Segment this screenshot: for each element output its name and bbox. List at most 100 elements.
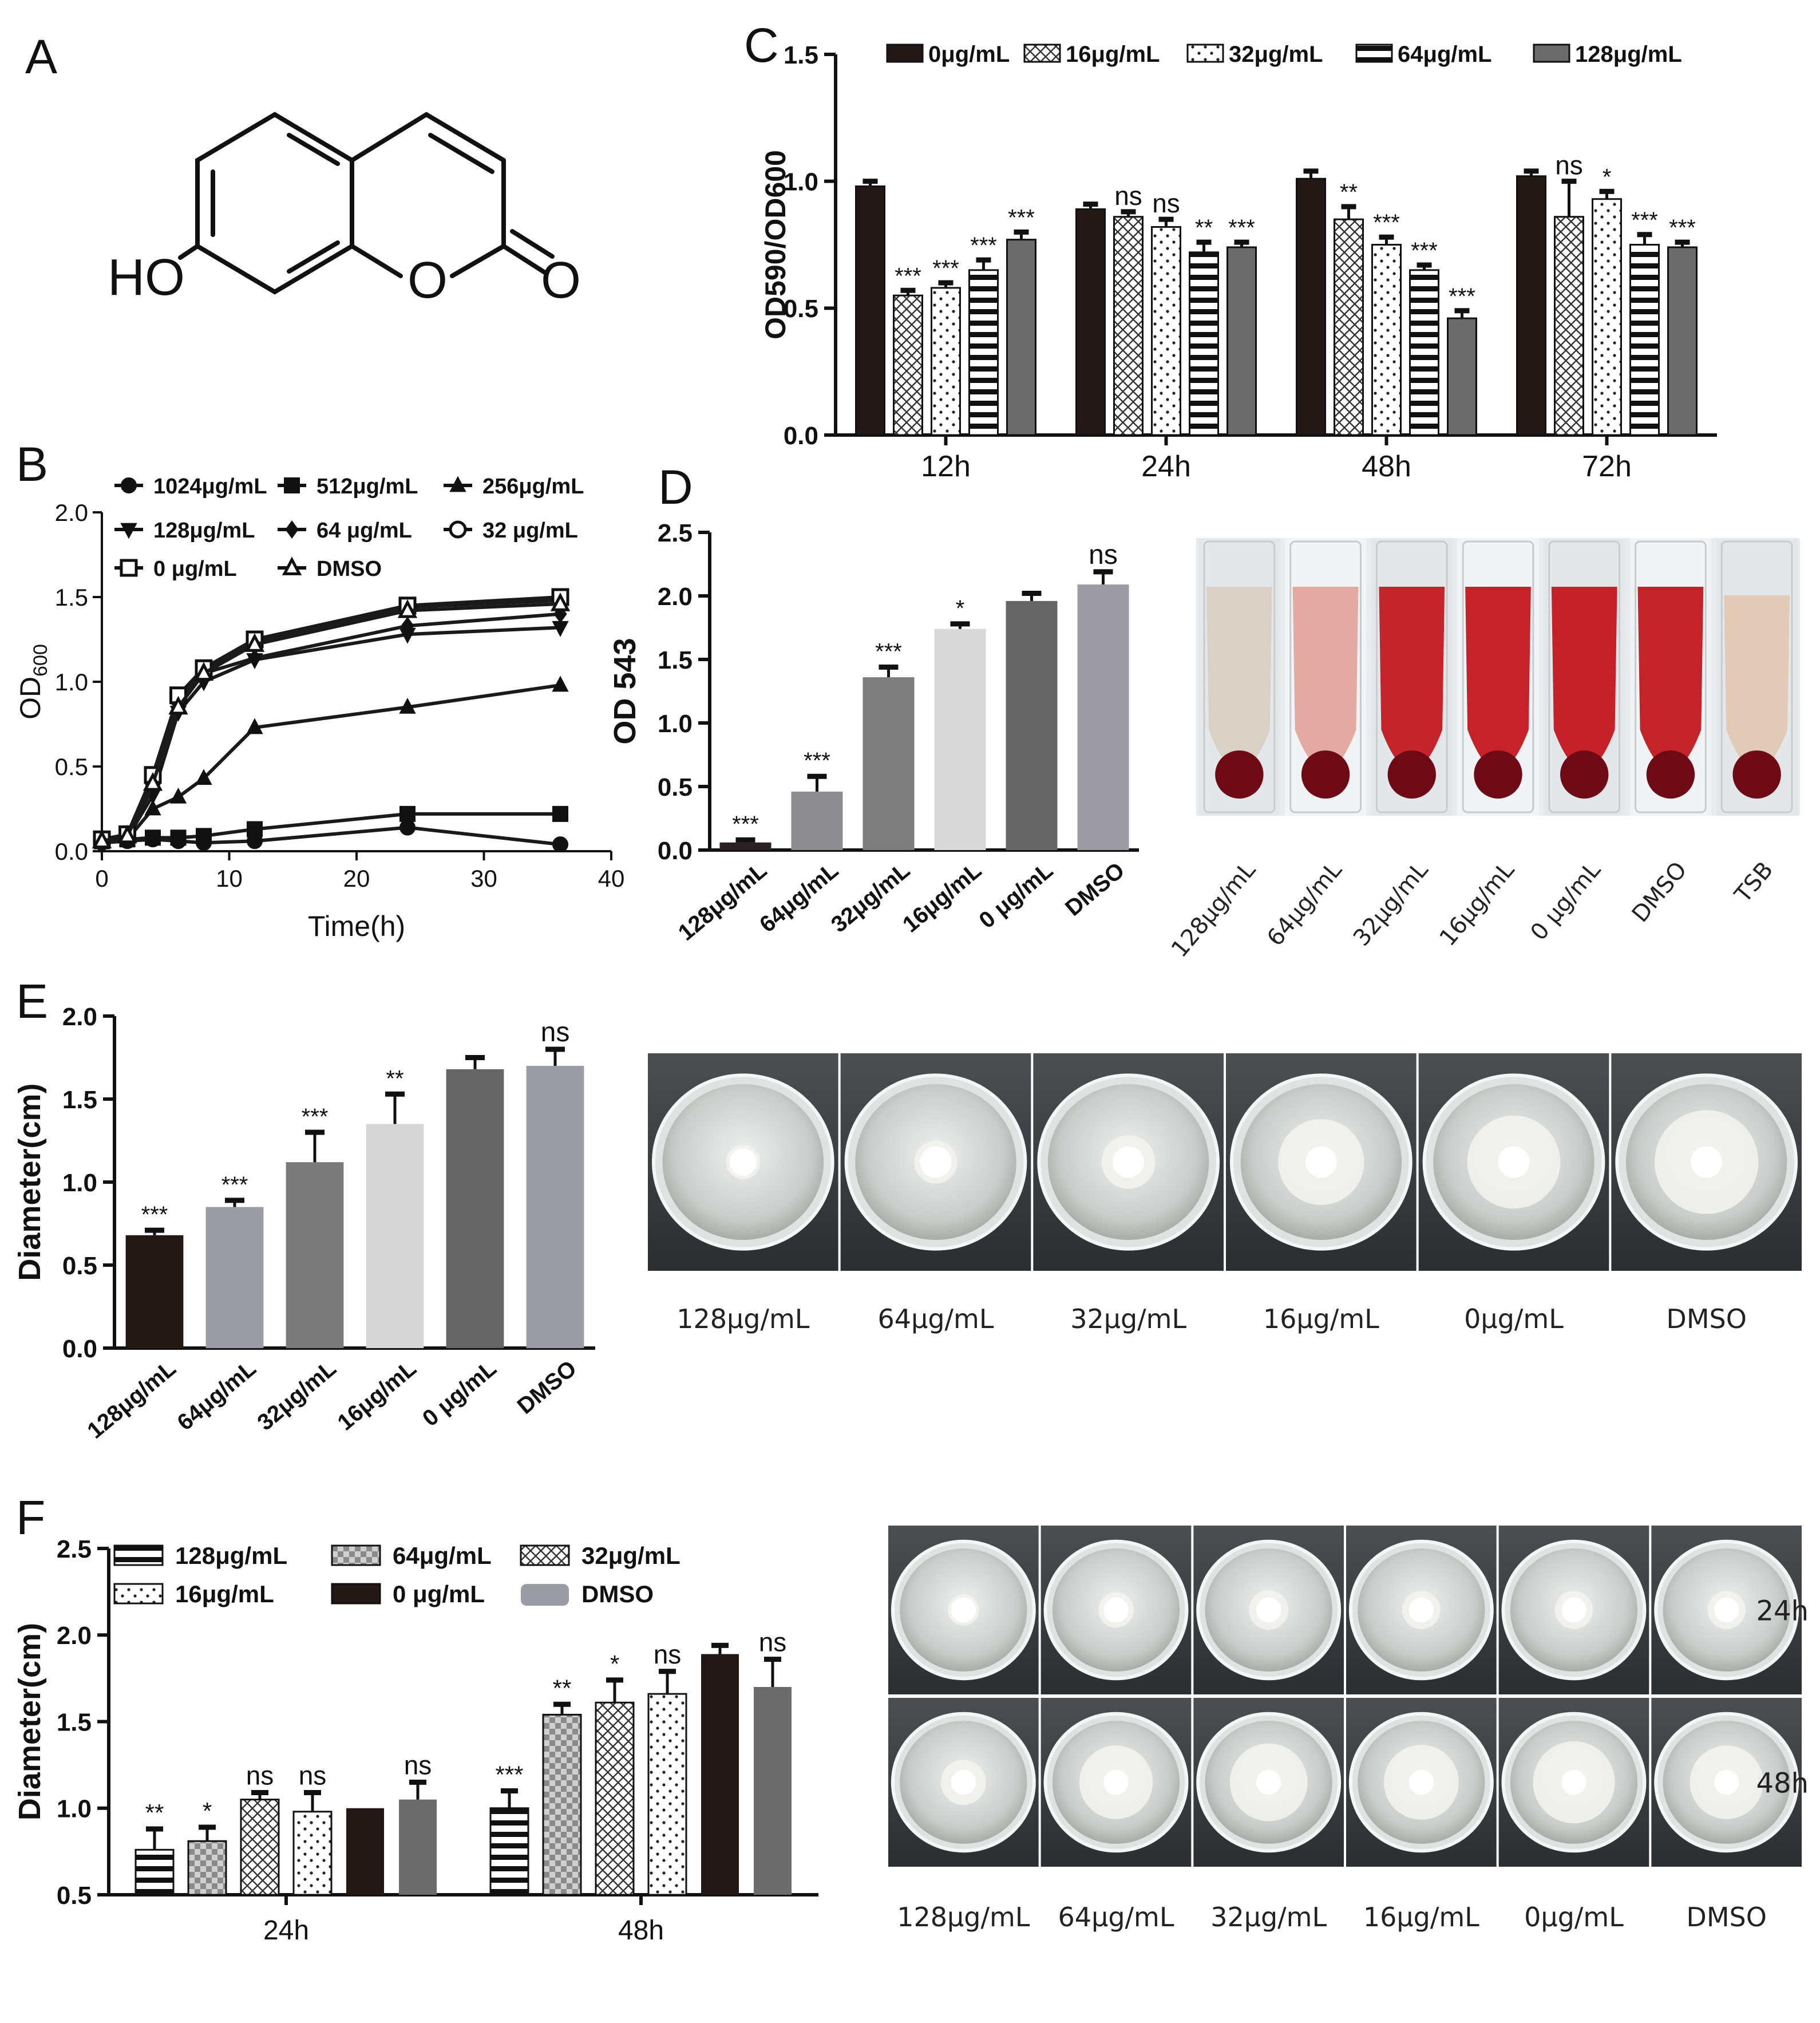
tube-label: 0 μg/mL xyxy=(1525,856,1606,946)
colony-center xyxy=(1305,1146,1337,1178)
molecule-structure xyxy=(178,112,555,295)
colony-center xyxy=(1561,1597,1586,1623)
colony-center xyxy=(1408,1769,1434,1795)
bar xyxy=(862,677,915,850)
significance-label: *** xyxy=(895,263,921,289)
molecule-ho-label: HO xyxy=(108,249,185,306)
data-point xyxy=(282,556,302,575)
bar xyxy=(791,791,843,850)
y-tick-label: 1.5 xyxy=(62,1086,97,1114)
legend-entry: 64μg/mL xyxy=(331,1542,492,1569)
bar xyxy=(1006,239,1036,436)
plate-label: DMSO xyxy=(1686,1902,1767,1933)
bar xyxy=(1296,177,1326,436)
x-tick-label: 12h xyxy=(921,450,971,483)
tube-pellet xyxy=(1732,750,1781,799)
legend-label: 128μg/mL xyxy=(175,1542,287,1569)
chart-b-growth-curve: 0.0 0.5 1.0 1.5 2.0 0 10 20 30 40 Time(h) OD600 1024… xyxy=(14,475,624,942)
significance-label: *** xyxy=(932,256,959,281)
tube-pellet xyxy=(1474,750,1522,799)
bar xyxy=(1667,246,1698,436)
data-point xyxy=(117,824,137,844)
y-tick-label: 1.5 xyxy=(784,41,818,69)
series-DMSO xyxy=(92,592,571,849)
data-point xyxy=(248,649,262,667)
bar xyxy=(205,1207,264,1348)
significance-label: ** xyxy=(1195,215,1213,240)
tube-label: TSB xyxy=(1730,857,1779,908)
significance-label: * xyxy=(956,596,965,621)
row-label: 24h xyxy=(1756,1595,1809,1627)
legend-label: 32μg/mL xyxy=(581,1542,680,1569)
x-tick-label: 24h xyxy=(1141,450,1191,483)
data-point xyxy=(449,476,466,492)
legend-swatch xyxy=(521,1584,569,1606)
colony-center xyxy=(1408,1597,1434,1623)
legend-swatch xyxy=(331,1544,381,1566)
bar xyxy=(1075,208,1106,436)
significance-label: ** xyxy=(386,1066,403,1091)
colony-center xyxy=(1103,1597,1129,1623)
data-point xyxy=(397,599,418,618)
tube-wall xyxy=(1375,540,1448,813)
data-point xyxy=(193,662,214,681)
bar xyxy=(595,1701,635,1896)
data-point xyxy=(399,697,416,714)
legend-label: 16μg/mL xyxy=(1066,42,1160,67)
bar xyxy=(893,294,923,436)
tube-wall xyxy=(1635,540,1707,813)
legend-swatch xyxy=(1186,44,1224,63)
x-tick-label: 72h xyxy=(1582,450,1632,483)
significance-label: *** xyxy=(1631,208,1658,233)
colony-center xyxy=(1714,1597,1739,1623)
x-tick-label: 40 xyxy=(598,865,625,892)
colony-center xyxy=(1561,1769,1586,1795)
x-tick-label: DMSO xyxy=(1061,858,1129,921)
data-point xyxy=(401,617,414,635)
significance-label: ns xyxy=(246,1761,274,1791)
bar xyxy=(286,1162,344,1348)
tube-supernatant xyxy=(1379,587,1445,770)
tube-supernatant xyxy=(1724,595,1790,770)
tube-wall xyxy=(1289,540,1362,813)
significance-label: ns xyxy=(1555,151,1583,180)
tube-label: 64μg/mL xyxy=(1262,856,1347,951)
legend-label: 512μg/mL xyxy=(316,475,418,499)
bar xyxy=(719,842,771,850)
y-tick-label: 0.0 xyxy=(784,422,818,450)
significance-label: *** xyxy=(1373,210,1400,235)
tube-supernatant xyxy=(1551,587,1617,770)
bar xyxy=(134,1848,175,1896)
plate-label: 64μg/mL xyxy=(1058,1902,1174,1933)
legend-entry: 512μg/mL xyxy=(278,475,418,499)
x-tick-label: 30 xyxy=(470,865,497,892)
tube-supernatant xyxy=(1206,587,1272,770)
molecule-carbonyl-oxygen: O xyxy=(541,252,581,309)
legend-entry: 0 μg/mL xyxy=(331,1581,485,1607)
bar xyxy=(855,185,885,436)
molecule-ring-oxygen: O xyxy=(407,252,448,309)
significance-label: *** xyxy=(970,233,997,258)
significance-label: *** xyxy=(875,639,902,664)
data-point xyxy=(120,559,138,577)
tube-wall xyxy=(1720,540,1793,813)
x-tick-label: 32μg/mL xyxy=(826,858,915,937)
bar xyxy=(1592,198,1622,436)
legend-label: 64μg/mL xyxy=(1398,42,1492,67)
data-point xyxy=(168,696,188,715)
significance-label: * xyxy=(1603,164,1612,189)
y-tick-label: 0.5 xyxy=(658,773,693,801)
significance-label: *** xyxy=(495,1761,523,1788)
plate-label: 32μg/mL xyxy=(1070,1303,1186,1334)
legend-label: 0μg/mL xyxy=(928,42,1010,67)
legend-label: DMSO xyxy=(316,557,382,581)
tube-wall xyxy=(1203,540,1276,813)
hemolysis-tube-photo: 128μg/mL 64μg/mL 32μg/mL 16μg/mL 0 μg/mL DMSO… xyxy=(1166,538,1800,962)
row-label: 48h xyxy=(1756,1768,1809,1800)
significance-label: *** xyxy=(1669,215,1696,240)
tube-pellet xyxy=(1646,750,1695,799)
significance-label: *** xyxy=(302,1104,329,1129)
y-tick-label: 0.0 xyxy=(55,838,88,865)
legend-label: 1024μg/mL xyxy=(153,475,267,499)
